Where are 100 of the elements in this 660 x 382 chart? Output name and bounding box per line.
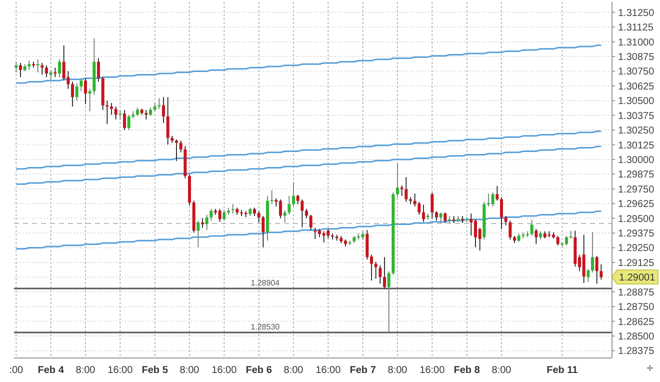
candlestick [305, 208, 308, 219]
candlestick [508, 220, 512, 240]
candlestick [222, 210, 226, 222]
candlestick [19, 62, 22, 78]
candlestick [158, 98, 161, 110]
y-tick-label: 1.31125 [618, 22, 654, 34]
y-tick-label: 1.30125 [618, 140, 655, 152]
y-tick-label: 1.29375 [618, 228, 655, 240]
candlestick [75, 82, 78, 102]
y-tick-label: 1.28875 [618, 287, 655, 298]
y-tick-label: 1.28375 [618, 346, 655, 358]
candlestick [383, 256, 386, 290]
candlestick [58, 58, 61, 78]
x-tick-label: 16:00 [108, 365, 134, 376]
candlestick [166, 96, 170, 146]
x-tick-label: 8:00 [76, 365, 96, 376]
candlestick [326, 228, 330, 239]
candlestick [162, 96, 165, 124]
candlestick [114, 106, 118, 120]
candlestick [491, 192, 494, 208]
y-tick-label: 1.28625 [618, 316, 655, 328]
candlestick [530, 219, 534, 236]
candlestick [97, 58, 100, 82]
candlestick [84, 78, 87, 105]
x-tick-label: 8:00 [492, 365, 512, 376]
y-tick-label: 1.30000 [618, 154, 655, 166]
candlestick [231, 204, 234, 214]
candlestick [80, 78, 83, 92]
y-tick-label: 1.30625 [618, 81, 655, 92]
candlestick [300, 198, 304, 228]
y-tick-label: 1.29125 [618, 258, 655, 269]
candlestick [309, 214, 312, 231]
candlestick [179, 140, 182, 153]
y-tick-label: 1.29875 [618, 170, 655, 181]
candlestick [595, 255, 598, 284]
candlestick [218, 208, 222, 222]
y-tick-label: 1.29250 [618, 243, 655, 254]
y-tick-label: 1.31000 [618, 37, 655, 48]
candlestick [257, 210, 260, 223]
line-series [15, 146, 602, 185]
y-tick-label: 1.30375 [618, 110, 655, 122]
x-tick-label: 16:00 [212, 365, 238, 376]
candlestick [439, 212, 442, 224]
candlestick [196, 220, 200, 248]
candlestick [504, 215, 508, 226]
x-tick-label: Feb 4 [38, 365, 64, 376]
x-tick-label: Feb 6 [246, 365, 272, 376]
y-tick-label: 1.29500 [618, 214, 655, 225]
x-tick-label: 8:00 [284, 365, 304, 376]
candlestick [430, 192, 434, 219]
x-tick-label: 8:00 [180, 365, 200, 376]
ref-line-label: 1.28904 [250, 278, 280, 288]
x-tick-label: Feb 11 [546, 365, 578, 376]
candlestick [175, 138, 178, 162]
candlestick [283, 210, 286, 223]
y-tick-label: 1.30750 [618, 66, 655, 78]
candlestick [534, 228, 538, 244]
candlestick [71, 81, 74, 108]
candlestick [296, 194, 300, 205]
candlestick [374, 261, 378, 280]
candlestick [262, 215, 265, 248]
x-tick-label: Feb 8 [454, 365, 480, 376]
candlestick [62, 44, 66, 82]
candlestick [288, 195, 291, 216]
candlestick [470, 212, 473, 236]
y-tick-label: 1.30250 [618, 126, 655, 137]
candlestick [396, 163, 399, 198]
candlestick [314, 227, 317, 240]
candlestick [556, 235, 560, 246]
candlestick [435, 210, 438, 222]
candlestick [205, 214, 208, 231]
x-tick-label: Feb 7 [350, 365, 376, 376]
candlestick [88, 88, 92, 112]
candlestick [36, 58, 40, 73]
x-tick-label: 16:00 [316, 365, 342, 376]
candlestick [600, 264, 603, 280]
candlestick [404, 176, 408, 202]
candlestick [422, 204, 425, 222]
ref-line-label: 1.28530 [250, 322, 280, 332]
x-tick-label: :00 [9, 365, 24, 376]
y-tick-label: 1.31250 [618, 8, 655, 19]
candlestick [123, 110, 126, 131]
candlestick [418, 201, 421, 216]
candlestick [28, 60, 31, 71]
candlestick [378, 264, 382, 284]
candlestick [366, 229, 369, 260]
candlestick [270, 190, 274, 205]
candlestick [110, 102, 113, 116]
y-tick-label: 1.30500 [618, 96, 655, 108]
candlestick [292, 182, 295, 208]
text: 1.29001 [619, 272, 656, 284]
candlestick [500, 196, 503, 230]
candlestick [127, 114, 130, 131]
candlestick [591, 232, 594, 273]
line-series [15, 130, 602, 170]
candlestick [387, 270, 390, 332]
candlestick [586, 268, 590, 282]
y-tick-label: 1.29625 [618, 199, 655, 210]
y-tick-label: 1.28500 [618, 331, 655, 342]
candlestick [582, 234, 586, 284]
